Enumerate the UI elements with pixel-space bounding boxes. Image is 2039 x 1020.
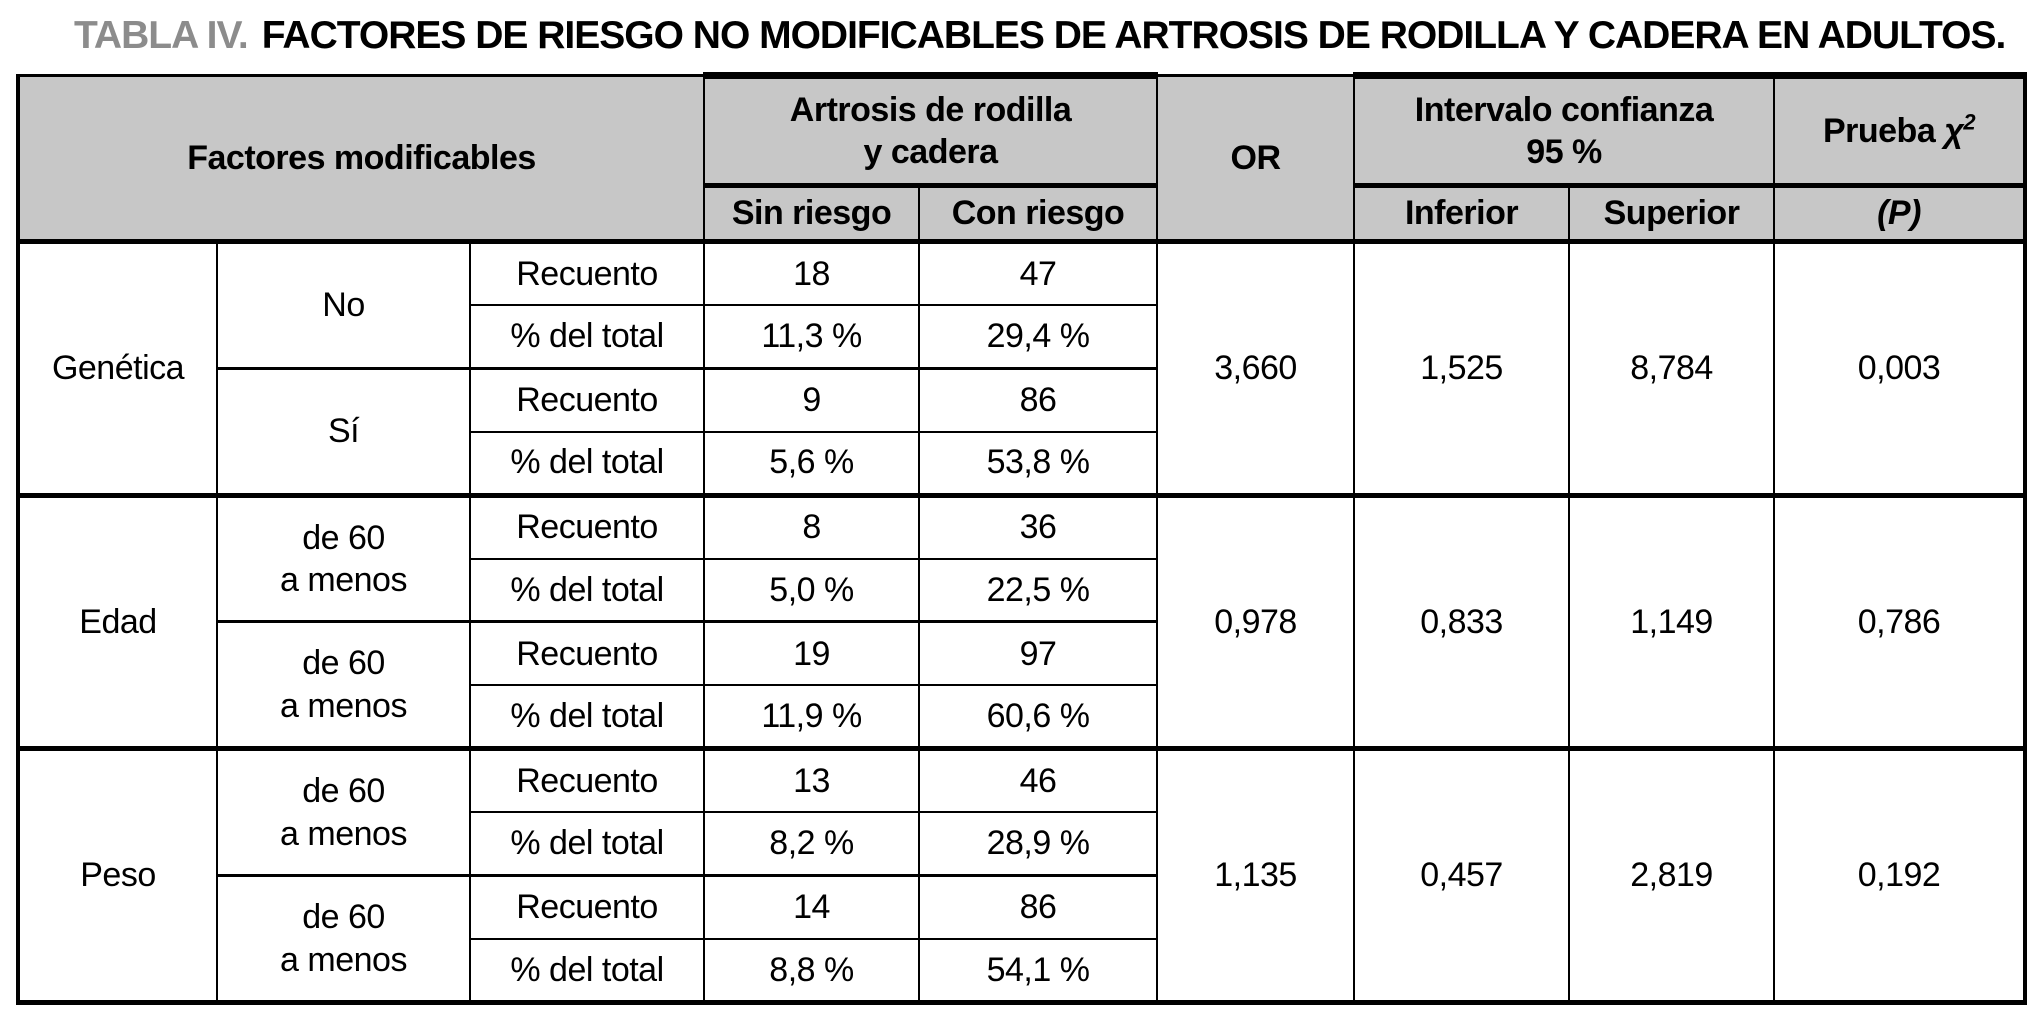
subgroup-label: Sí — [216, 366, 471, 497]
header-ci-upper: Superior — [1568, 184, 1776, 244]
ci-lower-value: 0,457 — [1353, 746, 1571, 1004]
percent-with-risk: 28,9 % — [918, 811, 1159, 877]
header-with-risk: Con riesgo — [918, 184, 1159, 244]
measure-label-count: Recuento — [468, 492, 706, 560]
count-no-risk: 18 — [703, 238, 921, 306]
table-row: Sí Recuento 9 86 — [18, 366, 2025, 497]
table-title-number: TABLA IV. — [74, 14, 249, 57]
subgroup-label: de 60 a menos — [216, 746, 471, 877]
measure-label-count: Recuento — [468, 874, 706, 940]
count-no-risk: 9 — [703, 366, 921, 433]
p-value: 0,786 — [1773, 492, 2027, 750]
percent-with-risk: 22,5 % — [918, 557, 1159, 623]
header-outcome: Artrosis de rodilla y cadera — [703, 72, 1159, 188]
count-with-risk: 86 — [918, 874, 1159, 940]
count-with-risk: 86 — [918, 366, 1159, 433]
measure-label-count: Recuento — [468, 620, 706, 687]
header-confidence-interval: Intervalo confianza 95 % — [1353, 72, 1776, 188]
table-row: % del total 11,3 % 29,4 % — [18, 303, 2025, 370]
count-no-risk: 13 — [703, 746, 921, 814]
percent-no-risk: 8,8 % — [703, 937, 921, 1004]
table-title-text: FACTORES DE RIESGO NO MODIFICABLES DE AR… — [261, 14, 2007, 57]
factor-peso: Peso — [17, 746, 218, 1004]
subgroup-label: No — [216, 239, 471, 370]
count-no-risk: 8 — [703, 492, 921, 560]
count-with-risk: 46 — [918, 746, 1159, 814]
header-p-value: (P) — [1773, 184, 2027, 244]
subgroup-label: de 60 a menos — [216, 874, 471, 1004]
subgroup-label: de 60 a menos — [216, 620, 471, 750]
factor-edad: Edad — [17, 492, 218, 750]
table-row: Edad de 60 a menos Recuento 8 36 0,978 0… — [17, 492, 2027, 750]
percent-no-risk: 11,9 % — [703, 684, 921, 750]
header-factors: Factores modificables — [16, 74, 706, 244]
table-row: Peso de 60 a menos Recuento 13 46 1,135 … — [17, 746, 2027, 1004]
ci-upper-value: 1,149 — [1568, 492, 1776, 750]
header-chi-test: Prueba χ2 — [1773, 72, 2027, 188]
subgroup-label: de 60 a menos — [216, 492, 471, 623]
table-row: % del total 8,2 % 28,9 % — [18, 811, 2025, 877]
header-no-risk: Sin riesgo — [703, 184, 921, 244]
table-row: % del total 5,6 % 53,8 % — [18, 430, 2025, 497]
table-row: de 60 a menos Recuento 19 97 — [18, 620, 2025, 750]
p-value: 0,192 — [1773, 746, 2027, 1004]
or-value: 1,135 — [1156, 746, 1356, 1004]
ci-lower-value: 0,833 — [1353, 492, 1571, 750]
factor-genetica: Genética — [17, 239, 218, 497]
percent-no-risk: 8,2 % — [703, 811, 921, 877]
table-row: % del total 5,0 % 22,5 % — [18, 557, 2025, 623]
header-ci-lower: Inferior — [1353, 184, 1571, 244]
percent-no-risk: 5,0 % — [703, 557, 921, 623]
table-title: TABLA IV. FACTORES DE RIESGO NO MODIFICAB… — [74, 14, 2024, 58]
or-value: 3,660 — [1156, 239, 1356, 497]
header-or: OR — [1156, 74, 1356, 244]
chi-symbol: χ — [1944, 111, 1964, 150]
ci-upper-value: 2,819 — [1568, 746, 1776, 1004]
p-value: 0,003 — [1773, 239, 2027, 497]
measure-label-count: Recuento — [468, 238, 706, 306]
table-row: % del total 11,9 % 60,6 % — [18, 684, 2025, 750]
statistics-table: Factores modificables Artrosis de rodill… — [16, 72, 2028, 1005]
or-value: 0,978 — [1156, 492, 1356, 750]
measure-label-percent: % del total — [468, 303, 706, 370]
table-row: Genética No Recuento 18 47 3,660 1,525 8… — [17, 238, 2027, 497]
percent-no-risk: 11,3 % — [703, 303, 921, 370]
percent-with-risk: 60,6 % — [918, 684, 1159, 750]
count-with-risk: 47 — [918, 238, 1159, 306]
table-row: % del total 8,8 % 54,1 % — [18, 937, 2025, 1004]
count-no-risk: 19 — [703, 620, 921, 687]
measure-label-count: Recuento — [468, 366, 706, 433]
count-no-risk: 14 — [703, 874, 921, 940]
measure-label-percent: % del total — [468, 430, 706, 497]
measure-label-percent: % del total — [468, 684, 706, 750]
measure-label-count: Recuento — [468, 746, 706, 814]
percent-with-risk: 29,4 % — [918, 303, 1159, 370]
count-with-risk: 97 — [918, 620, 1159, 687]
ci-upper-value: 8,784 — [1568, 239, 1776, 497]
measure-label-percent: % del total — [468, 811, 706, 877]
statistics-table-container: Factores modificables Artrosis de rodill… — [16, 72, 2028, 1005]
percent-with-risk: 54,1 % — [918, 937, 1159, 1004]
count-with-risk: 36 — [918, 492, 1159, 560]
ci-lower-value: 1,525 — [1353, 239, 1571, 497]
chi-superscript: 2 — [1963, 109, 1976, 135]
percent-no-risk: 5,6 % — [703, 430, 921, 497]
measure-label-percent: % del total — [468, 557, 706, 623]
measure-label-percent: % del total — [468, 937, 706, 1004]
percent-with-risk: 53,8 % — [918, 430, 1159, 497]
header-chi-test-label: Prueba — [1822, 111, 1936, 150]
table-row: de 60 a menos Recuento 14 86 — [18, 874, 2025, 1004]
